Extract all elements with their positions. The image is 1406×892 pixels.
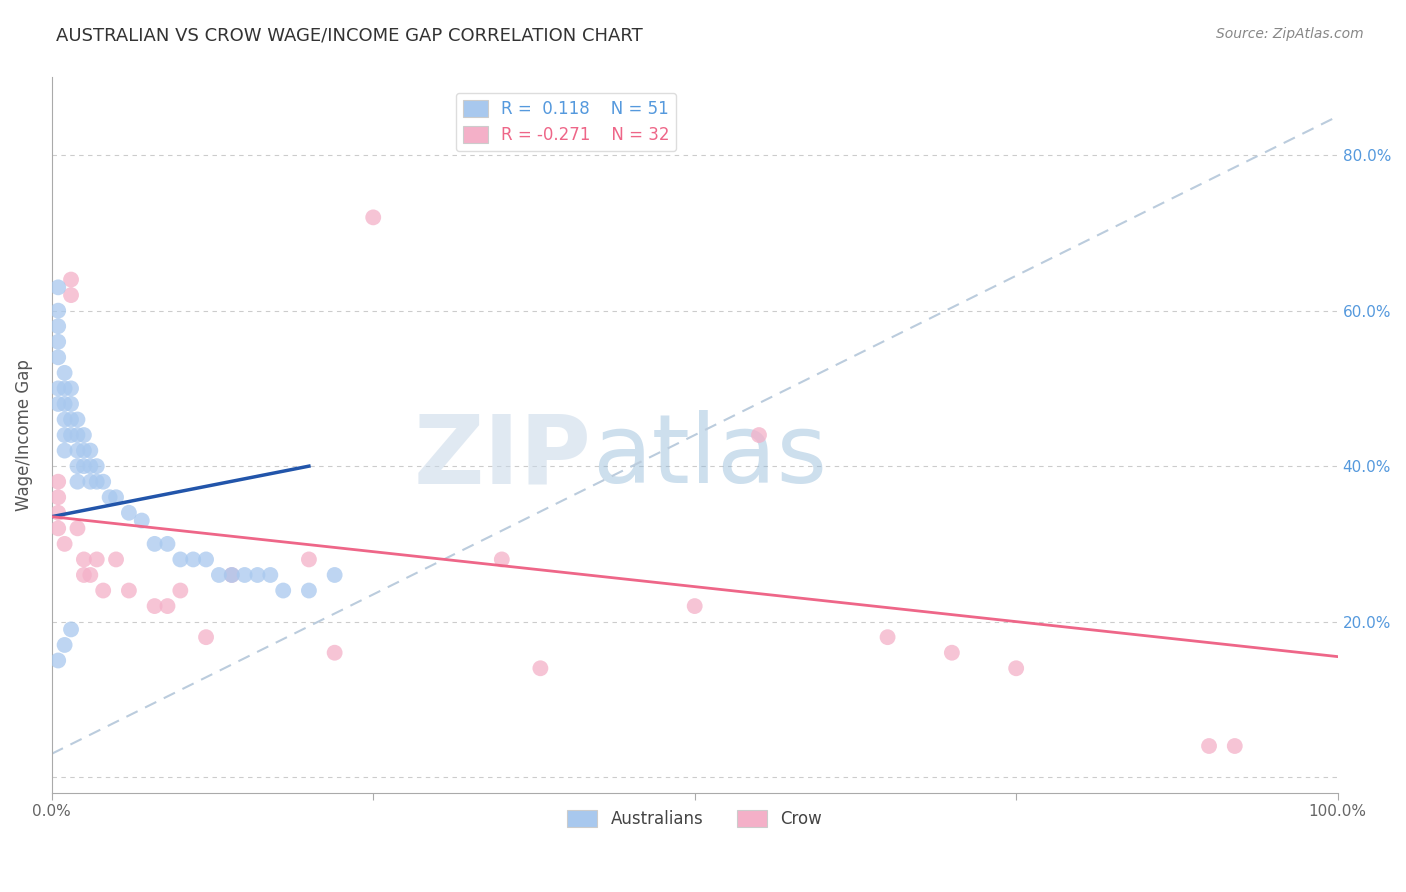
Point [361,211,384,225]
Point [233,568,256,582]
Point [66,475,89,489]
Point [60,272,83,286]
Point [323,568,346,582]
Point [46,490,69,504]
Point [53,443,76,458]
Point [1223,739,1246,753]
Point [169,583,191,598]
Point [259,568,281,582]
Point [73,443,96,458]
Point [323,646,346,660]
Point [60,381,83,395]
Point [66,428,89,442]
Point [876,630,898,644]
Point [118,583,141,598]
Point [143,599,166,613]
Point [53,428,76,442]
Point [46,334,69,349]
Point [105,490,128,504]
Point [53,412,76,426]
Point [46,280,69,294]
Text: ZIP: ZIP [413,410,592,503]
Point [46,475,69,489]
Point [298,552,321,566]
Point [221,568,243,582]
Point [79,459,101,474]
Point [298,583,321,598]
Point [60,397,83,411]
Point [79,568,101,582]
Point [66,412,89,426]
Point [53,638,76,652]
Point [156,599,179,613]
Point [683,599,706,613]
Point [1198,739,1220,753]
Point [169,552,191,566]
Point [73,552,96,566]
Point [208,568,231,582]
Point [60,412,83,426]
Point [53,537,76,551]
Text: atlas: atlas [592,410,827,503]
Point [221,568,243,582]
Point [91,583,114,598]
Point [105,552,128,566]
Point [79,475,101,489]
Point [491,552,513,566]
Point [143,537,166,551]
Point [53,366,76,380]
Point [66,521,89,535]
Text: AUSTRALIAN VS CROW WAGE/INCOME GAP CORRELATION CHART: AUSTRALIAN VS CROW WAGE/INCOME GAP CORRE… [56,27,643,45]
Point [156,537,179,551]
Point [271,583,294,598]
Point [66,443,89,458]
Point [66,459,89,474]
Point [46,319,69,334]
Point [79,443,101,458]
Point [53,381,76,395]
Point [181,552,204,566]
Point [98,490,121,504]
Point [46,506,69,520]
Point [60,623,83,637]
Point [46,303,69,318]
Point [60,428,83,442]
Point [941,646,963,660]
Point [73,459,96,474]
Point [1005,661,1028,675]
Point [86,459,108,474]
Point [246,568,269,582]
Point [118,506,141,520]
Point [91,475,114,489]
Point [46,397,69,411]
Text: Source: ZipAtlas.com: Source: ZipAtlas.com [1216,27,1364,41]
Point [46,381,69,395]
Point [73,568,96,582]
Y-axis label: Wage/Income Gap: Wage/Income Gap [15,359,32,511]
Point [53,397,76,411]
Point [46,653,69,667]
Point [195,552,218,566]
Point [748,428,770,442]
Point [195,630,218,644]
Point [60,288,83,302]
Point [86,552,108,566]
Legend: Australians, Crow: Australians, Crow [561,803,828,834]
Point [529,661,551,675]
Point [73,428,96,442]
Point [46,521,69,535]
Point [131,514,153,528]
Point [46,351,69,365]
Point [86,475,108,489]
